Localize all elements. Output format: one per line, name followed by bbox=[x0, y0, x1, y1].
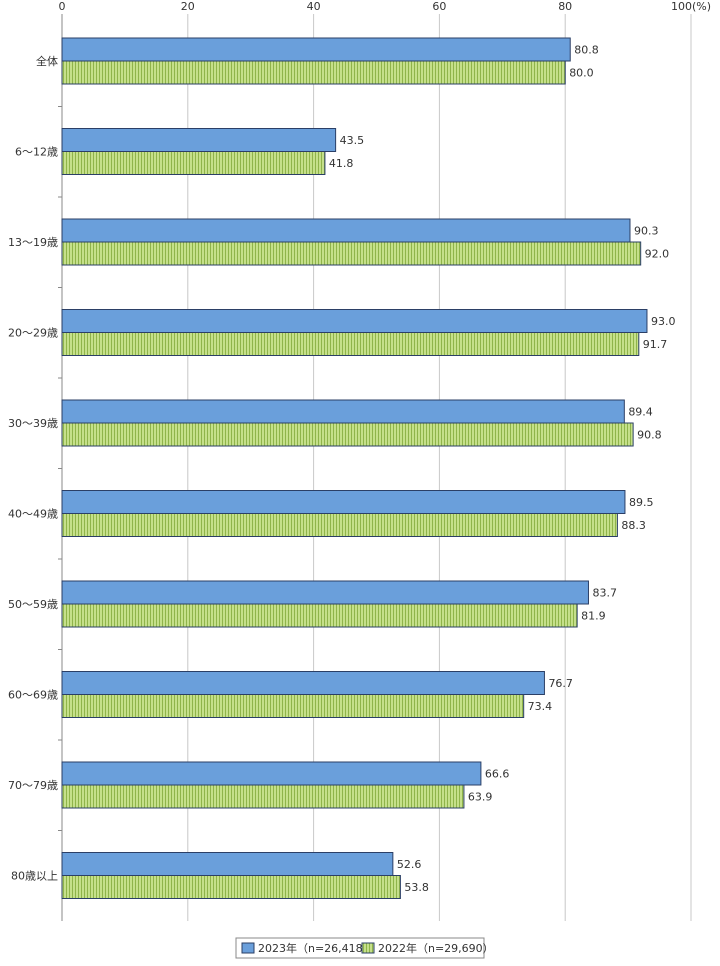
category-label: 全体 bbox=[36, 54, 58, 68]
data-label-2022: 63.9 bbox=[468, 791, 493, 804]
legend-swatch-2022 bbox=[361, 942, 375, 954]
data-label-2022: 92.0 bbox=[645, 248, 670, 261]
data-label-2023: 76.7 bbox=[548, 677, 573, 690]
data-label-2023: 66.6 bbox=[485, 768, 510, 781]
x-tick-label: 40 bbox=[307, 0, 321, 13]
legend-label-2023: 2023年（n=26,418） bbox=[258, 941, 374, 955]
category-label: 50～59歳 bbox=[8, 598, 58, 611]
bar-2023 bbox=[61, 852, 394, 876]
data-label-2023: 89.4 bbox=[628, 406, 653, 419]
bar-2023 bbox=[61, 761, 482, 786]
category-label: 30～39歳 bbox=[8, 417, 58, 430]
data-label-2023: 90.3 bbox=[634, 225, 659, 238]
data-label-2023: 52.6 bbox=[397, 858, 422, 871]
bar-2022 bbox=[61, 513, 618, 537]
data-label-2022: 90.8 bbox=[637, 429, 662, 442]
data-label-2022: 80.0 bbox=[569, 67, 594, 80]
bar-2022 bbox=[61, 241, 642, 266]
bar-2022 bbox=[61, 875, 401, 899]
legend: 2023年（n=26,418） 2022年（n=29,690） bbox=[235, 937, 494, 959]
x-tick-label: 20 bbox=[181, 0, 195, 13]
bars-layer bbox=[61, 37, 648, 899]
data-label-2022: 53.8 bbox=[404, 881, 429, 894]
data-label-2023: 43.5 bbox=[340, 134, 365, 147]
bar-2023 bbox=[61, 37, 571, 62]
x-tick-label: 0 bbox=[59, 0, 66, 13]
data-label-2023: 80.8 bbox=[574, 44, 599, 57]
category-label: 80歳以上 bbox=[11, 870, 58, 883]
legend-box bbox=[235, 937, 485, 959]
data-label-2023: 93.0 bbox=[651, 315, 676, 328]
data-label-2023: 89.5 bbox=[629, 496, 654, 509]
x-tick-label: 100(%) bbox=[671, 0, 711, 13]
bar-2022 bbox=[61, 422, 634, 447]
bar-2022 bbox=[61, 784, 465, 809]
bar-2023 bbox=[61, 128, 337, 152]
legend-swatch-2023 bbox=[241, 942, 255, 954]
category-label: 70～79歳 bbox=[8, 779, 58, 792]
bar-2022 bbox=[61, 151, 326, 175]
category-label: 20～29歳 bbox=[8, 327, 58, 340]
bar-2023 bbox=[61, 671, 545, 695]
bar-2023 bbox=[61, 490, 626, 514]
category-label: 13～19歳 bbox=[8, 236, 58, 249]
data-label-2022: 41.8 bbox=[329, 157, 354, 170]
category-label: 60～69歳 bbox=[8, 689, 58, 702]
data-label-2022: 91.7 bbox=[643, 338, 668, 351]
bar-2022 bbox=[61, 603, 578, 628]
data-label-2022: 73.4 bbox=[528, 700, 553, 713]
category-label: 6～12歳 bbox=[15, 146, 58, 159]
x-tick-label: 80 bbox=[558, 0, 572, 13]
labels-layer: 0 20 40 60 80 100(%) 全体 80.8 80.0 6～12歳 43.5 41.8 13… bbox=[8, 0, 711, 894]
x-tick-label: 60 bbox=[432, 0, 446, 13]
data-label-2022: 88.3 bbox=[621, 519, 646, 532]
bar-2023 bbox=[61, 399, 625, 424]
legend-label-2022: 2022年（n=29,690） bbox=[378, 941, 494, 955]
bar-2022 bbox=[61, 694, 525, 718]
bar-2023 bbox=[61, 218, 631, 243]
axis-layer bbox=[58, 14, 63, 921]
bar-2022 bbox=[61, 332, 640, 356]
bar-2023 bbox=[61, 309, 648, 333]
data-label-2023: 83.7 bbox=[592, 587, 617, 600]
bar-2022 bbox=[61, 60, 566, 85]
category-label: 40～49歳 bbox=[8, 508, 58, 521]
bar-2023 bbox=[61, 580, 589, 605]
data-label-2022: 81.9 bbox=[581, 610, 606, 623]
